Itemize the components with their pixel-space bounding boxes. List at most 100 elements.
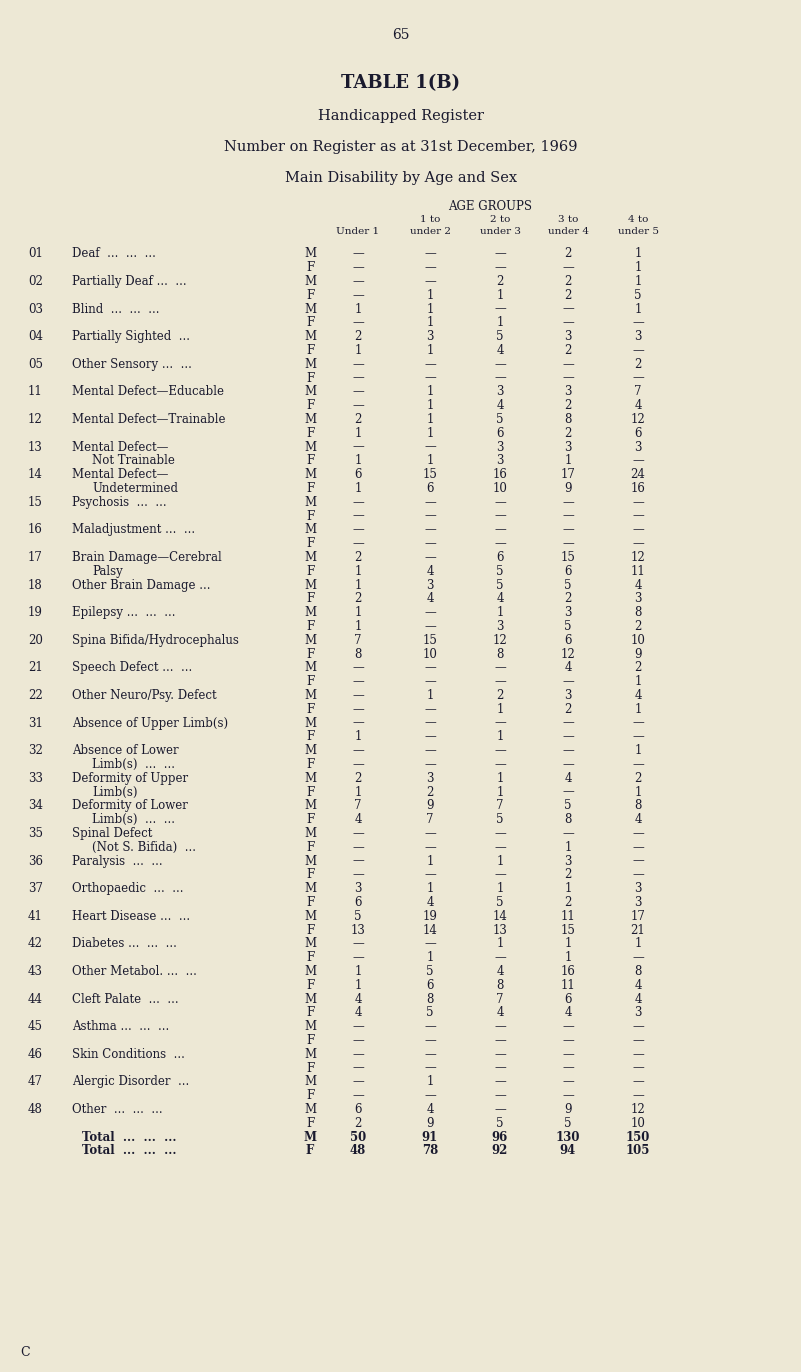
Text: —: — [632, 1048, 644, 1061]
Text: 5: 5 [497, 896, 504, 910]
Text: 8: 8 [565, 814, 572, 826]
Text: —: — [494, 1048, 506, 1061]
Text: 6: 6 [426, 482, 434, 495]
Text: M: M [304, 303, 316, 316]
Text: 1: 1 [634, 303, 642, 316]
Text: 13: 13 [493, 923, 508, 937]
Text: 2: 2 [426, 786, 433, 799]
Text: M: M [304, 1021, 316, 1033]
Text: 1: 1 [426, 288, 433, 302]
Text: —: — [494, 1089, 506, 1102]
Text: M: M [304, 1103, 316, 1115]
Text: 16: 16 [561, 965, 575, 978]
Text: 4: 4 [564, 1007, 572, 1019]
Text: —: — [424, 841, 436, 853]
Text: —: — [494, 1103, 506, 1115]
Text: 1: 1 [426, 454, 433, 468]
Text: 1: 1 [565, 951, 572, 965]
Text: 150: 150 [626, 1131, 650, 1144]
Text: F: F [306, 648, 314, 660]
Text: 1: 1 [354, 965, 362, 978]
Text: —: — [352, 1048, 364, 1061]
Text: 1: 1 [426, 344, 433, 357]
Text: 2: 2 [354, 1117, 362, 1129]
Text: 45: 45 [28, 1021, 43, 1033]
Text: —: — [632, 1062, 644, 1074]
Text: 4: 4 [354, 992, 362, 1006]
Text: Other Metabol. ...  ...: Other Metabol. ... ... [72, 965, 197, 978]
Text: 4 to: 4 to [628, 215, 648, 225]
Text: —: — [562, 358, 574, 370]
Text: —: — [494, 247, 506, 261]
Text: 1: 1 [634, 937, 642, 951]
Text: —: — [562, 523, 574, 536]
Text: —: — [424, 730, 436, 744]
Text: 04: 04 [28, 331, 43, 343]
Text: F: F [306, 896, 314, 910]
Text: 1: 1 [634, 702, 642, 716]
Text: 1: 1 [565, 937, 572, 951]
Text: under 3: under 3 [480, 226, 521, 236]
Text: M: M [304, 440, 316, 454]
Text: M: M [304, 882, 316, 895]
Text: 4: 4 [497, 965, 504, 978]
Text: 2: 2 [565, 427, 572, 440]
Text: 4: 4 [634, 579, 642, 591]
Text: F: F [306, 923, 314, 937]
Text: —: — [352, 937, 364, 951]
Text: Cleft Palate  ...  ...: Cleft Palate ... ... [72, 992, 179, 1006]
Text: —: — [352, 855, 364, 867]
Text: F: F [306, 344, 314, 357]
Text: Asthma ...  ...  ...: Asthma ... ... ... [72, 1021, 169, 1033]
Text: —: — [632, 538, 644, 550]
Text: 6: 6 [354, 468, 362, 482]
Text: 2 to: 2 to [490, 215, 510, 225]
Text: 8: 8 [634, 800, 642, 812]
Text: —: — [424, 372, 436, 384]
Text: 1: 1 [354, 730, 362, 744]
Text: Other Neuro/Psy. Defect: Other Neuro/Psy. Defect [72, 689, 216, 702]
Text: 46: 46 [28, 1048, 43, 1061]
Text: 65: 65 [392, 27, 410, 43]
Text: M: M [304, 634, 316, 646]
Text: —: — [424, 538, 436, 550]
Text: 47: 47 [28, 1076, 43, 1088]
Text: F: F [306, 538, 314, 550]
Text: M: M [304, 937, 316, 951]
Text: F: F [306, 1089, 314, 1102]
Text: F: F [306, 288, 314, 302]
Text: F: F [306, 702, 314, 716]
Text: —: — [424, 552, 436, 564]
Text: 4: 4 [564, 772, 572, 785]
Text: Palsy: Palsy [92, 565, 123, 578]
Text: Total  ...  ...  ...: Total ... ... ... [82, 1131, 176, 1144]
Text: 8: 8 [497, 648, 504, 660]
Text: 5: 5 [564, 800, 572, 812]
Text: —: — [494, 1076, 506, 1088]
Text: Under 1: Under 1 [336, 226, 380, 236]
Text: 1: 1 [426, 1076, 433, 1088]
Text: 7: 7 [634, 386, 642, 398]
Text: 2: 2 [354, 331, 362, 343]
Text: —: — [632, 1089, 644, 1102]
Text: —: — [424, 1021, 436, 1033]
Text: 11: 11 [561, 910, 575, 923]
Text: 3: 3 [564, 855, 572, 867]
Text: F: F [306, 841, 314, 853]
Text: —: — [494, 495, 506, 509]
Text: —: — [424, 1062, 436, 1074]
Text: 11: 11 [28, 386, 42, 398]
Text: 3: 3 [634, 896, 642, 910]
Text: 03: 03 [28, 303, 43, 316]
Text: 6: 6 [426, 978, 434, 992]
Text: —: — [424, 868, 436, 881]
Text: 3: 3 [634, 331, 642, 343]
Text: 1: 1 [634, 744, 642, 757]
Text: 4: 4 [426, 565, 434, 578]
Text: Brain Damage—Cerebral: Brain Damage—Cerebral [72, 552, 222, 564]
Text: —: — [352, 689, 364, 702]
Text: 1: 1 [354, 482, 362, 495]
Text: M: M [304, 495, 316, 509]
Text: —: — [352, 1062, 364, 1074]
Text: 1: 1 [497, 772, 504, 785]
